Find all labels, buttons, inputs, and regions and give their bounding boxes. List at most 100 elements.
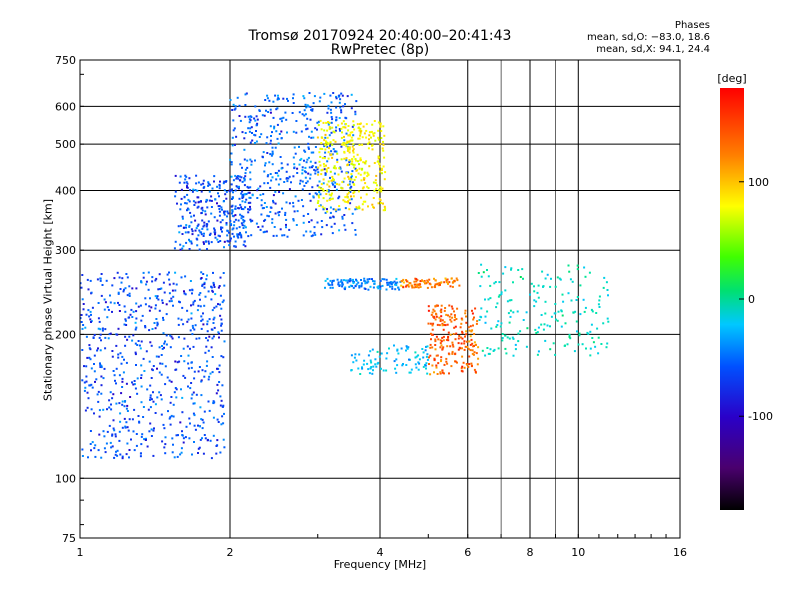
data-point [339,106,342,109]
data-point [261,114,264,117]
data-point [557,310,560,313]
data-point [350,162,353,165]
data-point [353,190,356,193]
data-point [197,196,200,199]
data-point [504,289,507,292]
data-point [121,377,124,380]
data-point [568,335,571,338]
data-point [132,310,135,313]
data-point [461,365,464,368]
data-point [313,231,316,234]
data-point [278,211,281,213]
data-point [442,323,445,326]
data-point [299,179,302,182]
data-point [216,418,219,421]
data-point [195,227,198,230]
data-point [397,286,400,289]
data-point [200,233,203,236]
data-point [240,192,243,195]
data-point [240,222,243,225]
data-point [535,300,538,303]
data-point [96,278,99,281]
data-point [164,340,166,343]
data-point [240,176,243,179]
data-point [261,207,264,210]
data-point [352,361,355,364]
data-point [468,329,471,332]
data-point [260,133,263,136]
data-point [368,131,371,134]
data-point [212,322,215,324]
data-point [537,284,540,287]
data-point [140,374,143,377]
data-point [437,284,440,287]
data-point [184,275,187,278]
data-point [589,330,592,333]
data-point [239,233,242,236]
data-point [283,234,286,237]
data-point [307,147,310,150]
data-point [142,357,145,360]
data-point [405,279,408,281]
data-point [303,149,306,152]
data-point [165,303,168,306]
data-point [542,285,544,288]
data-point [345,159,348,162]
data-point [121,403,124,406]
data-point [292,130,295,133]
data-point [470,338,473,341]
data-point [276,123,279,126]
data-point [324,211,327,214]
data-point [512,311,515,314]
data-point [338,128,341,130]
data-point [187,362,190,365]
data-point [184,202,187,205]
data-point [140,281,143,284]
data-point [467,366,470,368]
data-point [319,96,322,99]
data-point [453,314,456,317]
data-point [433,310,436,313]
data-point [352,163,355,166]
data-point [431,311,434,314]
data-point [206,330,209,333]
data-point [293,163,296,166]
data-point [343,224,346,227]
data-point [182,441,185,444]
data-point [207,220,210,223]
data-point [174,190,177,193]
data-point [378,156,380,159]
data-point [122,290,125,293]
data-point [350,185,353,188]
data-point [561,314,564,317]
data-point [344,228,347,231]
data-point [109,391,112,394]
data-point [218,285,221,287]
data-point [435,304,438,307]
data-point [265,142,268,145]
data-point [422,365,425,368]
data-point [377,287,380,290]
data-point [213,306,216,309]
data-point [176,455,179,458]
data-point [163,291,166,294]
data-point [178,231,181,234]
data-point [349,187,352,189]
data-point [207,349,210,352]
data-point [358,284,361,287]
data-point [251,219,254,222]
data-point [385,288,388,291]
data-point [439,371,442,374]
data-point [555,318,557,321]
data-point [431,333,433,336]
data-point [372,206,375,209]
data-point [137,415,140,417]
data-point [342,142,345,145]
data-point [198,293,201,296]
data-point [160,354,163,356]
data-point [288,228,291,231]
data-point [304,176,307,179]
data-point [469,335,472,338]
data-point [238,104,241,107]
data-point [203,242,205,245]
